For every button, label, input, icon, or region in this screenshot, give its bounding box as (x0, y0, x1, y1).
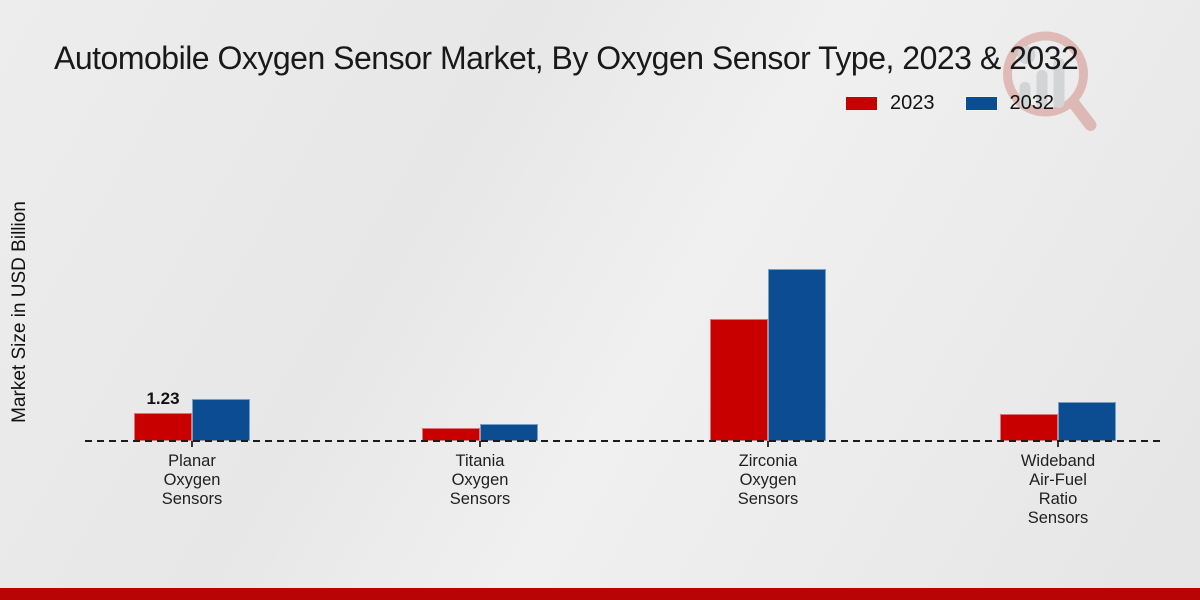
bar-2032-zirconia-oxygen-sensors (768, 269, 826, 441)
bar-2023-zirconia-oxygen-sensors (710, 319, 768, 441)
category-label-planar-oxygen-sensors: Planar Oxygen Sensors (161, 452, 223, 508)
y-axis-label: Market Size in USD Billion (9, 201, 30, 423)
legend-item-2032: 2032 (964, 92, 1055, 115)
footer-accent-bar (0, 588, 1200, 600)
category-label-zirconia-oxygen-sensors: Zirconia Oxygen Sensors (737, 452, 799, 508)
category-label-wideband-air-fuel-ratio-sensors: Wideband Air-Fuel Ratio Sensors (1020, 452, 1096, 527)
bar-2023-planar-oxygen-sensors (134, 413, 192, 441)
bar-2032-titania-oxygen-sensors (480, 424, 538, 441)
x-axis-tick (191, 441, 193, 447)
x-axis-tick (479, 441, 481, 447)
legend-label-2032: 2032 (1009, 92, 1055, 114)
legend-label-2023: 2023 (890, 92, 935, 114)
legend: 2023 2032 (845, 92, 1054, 115)
legend-swatch-2023 (845, 96, 878, 111)
category-label-titania-oxygen-sensors: Titania Oxygen Sensors (449, 452, 511, 508)
bar-2032-wideband-air-fuel-ratio-sensors (1058, 402, 1116, 441)
x-axis-tick (1057, 441, 1059, 447)
legend-swatch-2032 (964, 96, 998, 111)
x-axis-tick (767, 441, 769, 447)
market-research-logo-watermark-icon (1003, 31, 1097, 131)
chart-title: Automobile Oxygen Sensor Market, By Oxyg… (54, 40, 1079, 76)
bar-value-label: 1.23 (146, 389, 180, 408)
bar-2023-wideband-air-fuel-ratio-sensors (1000, 414, 1058, 441)
x-axis-baseline (85, 440, 1165, 442)
legend-item-2023: 2023 (845, 92, 935, 115)
bar-2032-planar-oxygen-sensors (192, 399, 250, 441)
